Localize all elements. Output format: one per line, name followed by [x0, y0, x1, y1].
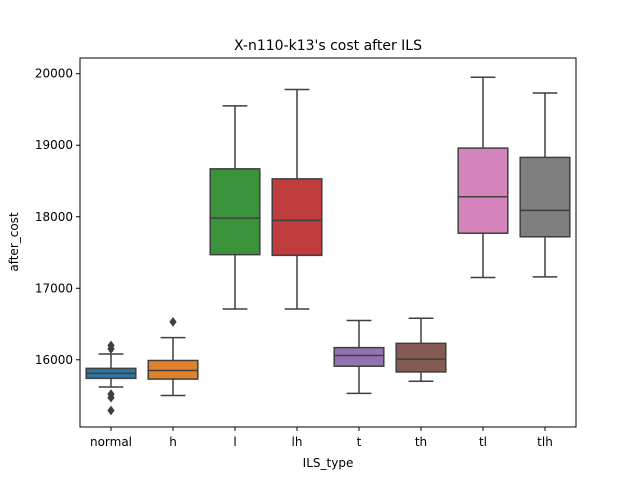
x-tick-label: lh — [292, 435, 303, 449]
box-group-normal — [85, 340, 137, 416]
chart-title: X-n110-k13's cost after ILS — [234, 38, 422, 54]
box-group-th — [395, 317, 447, 382]
box-iqr — [209, 168, 261, 256]
y-tick-label: 19000 — [35, 138, 73, 152]
box-iqr — [333, 346, 385, 367]
y-axis-label: after_cost — [7, 212, 21, 272]
box-group-l — [209, 105, 261, 310]
x-tick-label: th — [415, 435, 427, 449]
box-iqr — [457, 147, 509, 234]
box-group-tlh — [519, 92, 571, 278]
x-tick-label: normal — [90, 435, 132, 449]
x-tick-label: h — [169, 435, 177, 449]
box-iqr — [519, 156, 571, 238]
outlier-point — [169, 317, 177, 327]
plot-frame — [79, 57, 577, 428]
y-tick-label: 16000 — [35, 353, 73, 367]
box-iqr — [395, 342, 447, 373]
y-tick-label: 17000 — [35, 281, 73, 295]
outlier-point — [107, 340, 115, 351]
box-group-tl — [457, 76, 509, 279]
x-tick-label: t — [357, 435, 362, 449]
boxes-layer — [85, 76, 571, 416]
axes-layer: 16000 17000 18000 19000 20000 normal h l lh t th tl… — [35, 67, 553, 449]
y-tick-label: 18000 — [35, 210, 73, 224]
box-iqr — [271, 178, 323, 257]
box-group-lh — [271, 88, 323, 310]
box-group-t — [333, 319, 385, 395]
x-axis-label: ILS_type — [303, 456, 354, 470]
x-tick-label: tl — [479, 435, 487, 449]
x-tick-label: l — [233, 435, 236, 449]
outlier-point — [107, 392, 115, 403]
y-tick-label: 20000 — [35, 67, 73, 81]
x-tick-label: tlh — [537, 435, 553, 449]
box-group-h — [147, 317, 199, 397]
outlier-point — [107, 405, 115, 416]
